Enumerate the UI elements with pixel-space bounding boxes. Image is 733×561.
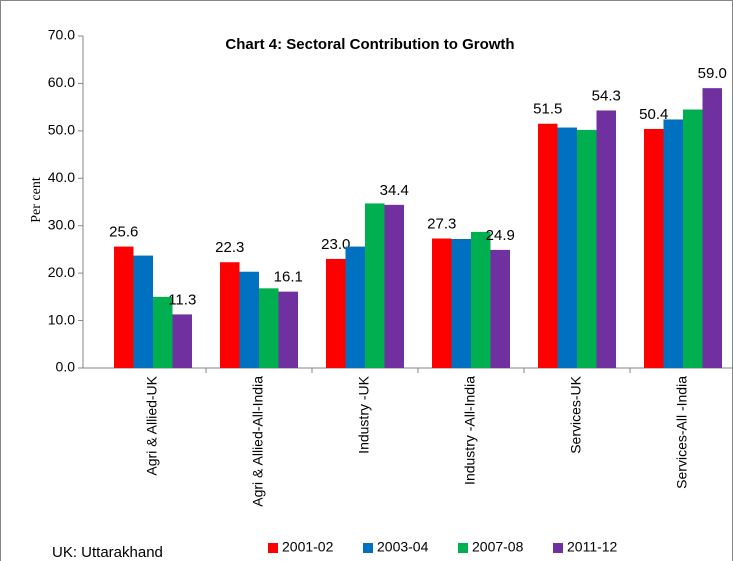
bar (384, 204, 404, 368)
bar (259, 288, 279, 368)
bar (153, 296, 173, 368)
data-label: 50.4 (639, 106, 668, 123)
data-label: 22.3 (215, 239, 244, 256)
bar (239, 271, 259, 368)
y-tick-label: 20.0 (48, 264, 75, 280)
legend-label: 2001-02 (282, 539, 334, 555)
data-label: 34.4 (380, 182, 409, 199)
bar (133, 255, 153, 368)
legend-swatch (553, 543, 563, 553)
bar (644, 128, 664, 368)
x-tick-label: Agri & Allied-UK (144, 375, 160, 475)
x-tick-label: Industry -UK (356, 375, 372, 453)
chart-title: Chart 4: Sectoral Contribution to Growth (225, 36, 514, 53)
y-tick-label: 30.0 (48, 216, 75, 232)
y-tick-label: 0.0 (56, 359, 76, 375)
x-tick-label: Services-UK (568, 375, 584, 453)
bar (326, 258, 346, 368)
data-label: 54.3 (592, 87, 621, 104)
legend-swatch (363, 543, 373, 553)
y-axis-label: Per cent (29, 177, 44, 223)
data-label: 24.9 (486, 227, 515, 244)
bar (220, 262, 240, 368)
y-tick-label: 70.0 (48, 27, 75, 43)
data-label: 11.3 (168, 291, 196, 308)
y-tick-label: 10.0 (48, 311, 75, 327)
legend-label: 2011-12 (567, 539, 618, 555)
bar (471, 231, 491, 368)
data-label: 27.3 (427, 215, 456, 232)
bar (538, 123, 558, 368)
bar (432, 238, 452, 368)
x-tick-label: Agri & Allied-All-India (250, 376, 266, 507)
bar (577, 129, 597, 368)
data-label: 23.0 (321, 236, 350, 253)
y-tick-label: 40.0 (48, 169, 75, 185)
bar (596, 110, 616, 368)
bar (114, 246, 134, 368)
bar (702, 88, 722, 369)
bar (683, 109, 703, 368)
data-label: 25.6 (109, 224, 138, 241)
data-label: 16.1 (274, 269, 303, 286)
data-label: 59.0 (698, 65, 727, 82)
bar (365, 203, 385, 368)
data-label: 51.5 (533, 101, 562, 118)
x-tick-label: Services-All -India (674, 376, 690, 489)
legend-swatch (268, 543, 278, 553)
legend-label: 2007-08 (472, 539, 524, 555)
x-tick-label: Industry -All-India (462, 376, 478, 485)
bar (663, 119, 683, 368)
note: UK: Uttarakhand (52, 544, 163, 561)
y-tick-label: 50.0 (48, 122, 75, 138)
bar (345, 246, 365, 368)
bar (451, 238, 471, 368)
bar (172, 314, 192, 368)
bar (490, 249, 510, 368)
legend-swatch (458, 543, 468, 553)
y-tick-label: 60.0 (48, 74, 75, 90)
legend-label: 2003-04 (377, 539, 429, 555)
bar (557, 127, 577, 368)
bar (278, 291, 298, 368)
